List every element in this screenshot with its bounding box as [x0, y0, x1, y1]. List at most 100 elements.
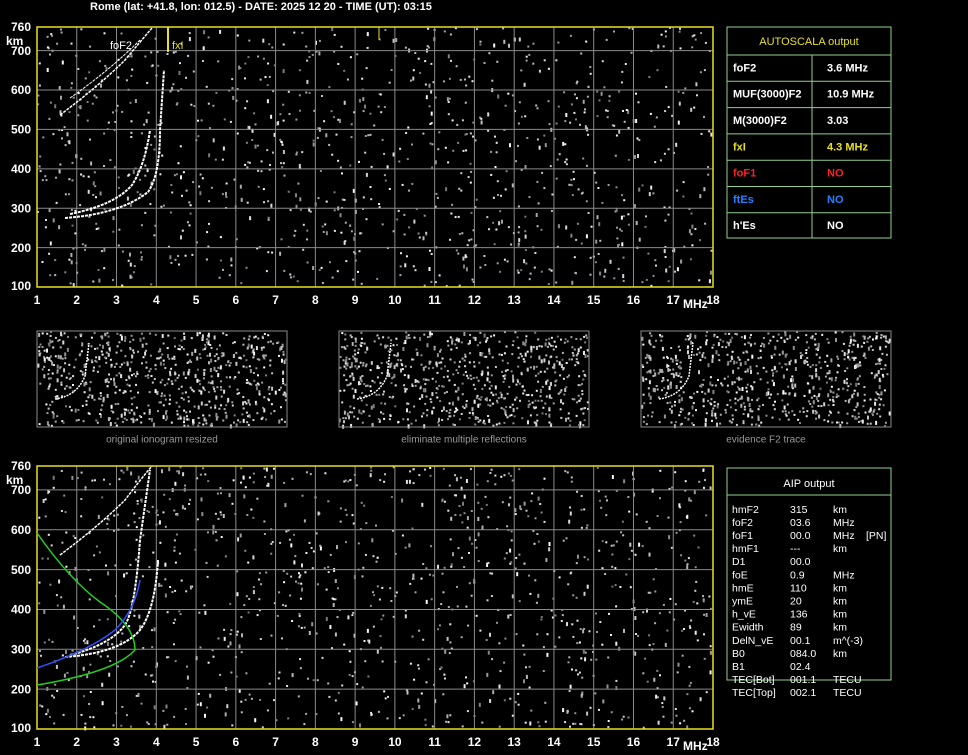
noise-dot	[572, 722, 575, 725]
noise-dot	[55, 594, 58, 597]
noise-dot	[293, 560, 296, 565]
y-unit: km	[6, 34, 23, 48]
noise-dot	[470, 378, 473, 381]
noise-dot	[431, 392, 434, 397]
noise-dot	[460, 486, 463, 491]
noise-dot	[504, 637, 507, 640]
noise-dot	[45, 713, 48, 716]
noise-dot	[209, 693, 212, 698]
noise-dot	[585, 200, 588, 203]
noise-dot	[164, 593, 167, 598]
noise-dot	[582, 412, 585, 415]
noise-dot	[671, 405, 673, 408]
noise-dot	[405, 255, 408, 258]
noise-dot	[703, 486, 705, 489]
noise-dot	[124, 339, 126, 342]
noise-dot	[815, 348, 818, 351]
noise-dot	[567, 417, 570, 420]
noise-dot	[356, 417, 359, 420]
noise-dot	[621, 70, 624, 73]
noise-dot	[579, 421, 582, 426]
noise-dot	[405, 479, 408, 484]
noise-dot	[596, 631, 598, 633]
noise-dot	[337, 691, 340, 694]
noise-dot	[117, 402, 120, 405]
noise-dot	[84, 722, 87, 725]
noise-dot	[141, 362, 143, 365]
noise-dot	[643, 402, 646, 405]
noise-dot	[422, 378, 425, 381]
noise-dot	[518, 382, 521, 385]
noise-dot	[101, 496, 104, 499]
noise-dot	[657, 720, 660, 725]
noise-dot	[344, 347, 347, 350]
noise-dot	[230, 629, 233, 632]
noise-dot	[562, 367, 565, 369]
noise-dot	[743, 335, 746, 340]
noise-dot	[718, 359, 721, 362]
noise-dot	[390, 339, 393, 342]
noise-dot	[347, 480, 350, 483]
noise-dot	[699, 239, 701, 242]
noise-dot	[466, 682, 469, 685]
noise-dot	[270, 634, 273, 637]
noise-dot	[171, 86, 174, 91]
noise-dot	[63, 494, 66, 497]
noise-dot	[43, 374, 46, 379]
noise-dot	[620, 531, 623, 534]
noise-dot	[699, 385, 701, 388]
noise-dot	[709, 607, 712, 610]
noise-dot	[264, 354, 267, 357]
noise-dot	[669, 401, 672, 404]
noise-dot	[505, 552, 508, 555]
noise-dot	[377, 710, 380, 713]
noise-dot	[623, 215, 625, 218]
noise-dot	[239, 67, 242, 70]
noise-dot	[815, 353, 818, 356]
noise-dot	[698, 279, 701, 282]
aip-cell: km	[833, 622, 847, 634]
noise-dot	[151, 674, 154, 677]
noise-dot	[458, 233, 461, 235]
noise-dot	[461, 382, 464, 385]
noise-dot	[190, 103, 193, 106]
noise-dot	[46, 412, 49, 415]
noise-dot	[303, 520, 306, 523]
noise-dot	[369, 186, 372, 188]
noise-dot	[664, 642, 667, 647]
noise-dot	[391, 529, 394, 532]
noise-dot	[267, 388, 270, 391]
noise-dot	[318, 39, 321, 42]
noise-dot	[584, 341, 587, 344]
noise-dot	[238, 65, 241, 70]
noise-dot	[65, 385, 68, 388]
noise-dot	[579, 424, 581, 429]
noise-dot	[271, 251, 274, 254]
noise-dot	[491, 356, 494, 359]
noise-dot	[251, 128, 254, 133]
noise-dot	[156, 514, 159, 516]
noise-dot	[106, 528, 109, 530]
noise-dot	[246, 347, 249, 350]
noise-dot	[345, 513, 348, 516]
noise-dot	[267, 341, 270, 344]
noise-dot	[654, 590, 657, 593]
noise-dot	[198, 421, 201, 424]
noise-dot	[776, 339, 779, 342]
y-tick-label: 700	[11, 44, 31, 58]
noise-dot	[774, 400, 776, 403]
noise-dot	[453, 410, 456, 413]
noise-dot	[622, 534, 625, 537]
noise-dot	[311, 622, 314, 627]
y-tick-label: 300	[11, 642, 31, 656]
noise-dot	[581, 393, 584, 396]
noise-dot	[257, 383, 260, 386]
noise-dot	[509, 474, 512, 477]
noise-dot	[455, 249, 458, 252]
noise-dot	[827, 393, 830, 398]
noise-dot	[686, 347, 689, 350]
noise-dot	[547, 283, 550, 286]
noise-dot	[683, 719, 686, 722]
noise-dot	[130, 74, 133, 77]
noise-dot	[555, 356, 558, 359]
